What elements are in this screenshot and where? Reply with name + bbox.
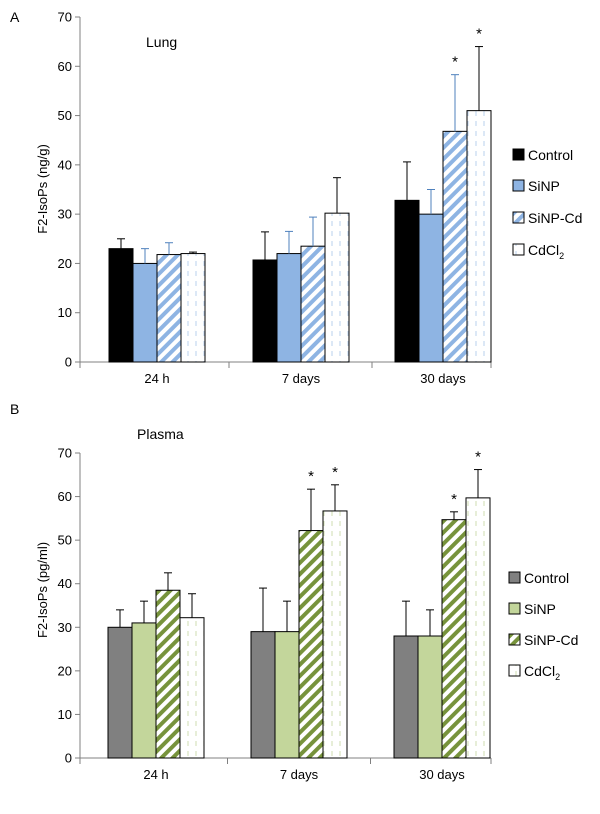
x-category-label: 30 days — [420, 371, 466, 386]
significance-marker: * — [452, 54, 458, 71]
legend-label: Control — [524, 570, 569, 586]
bar-sinp-cd-2 — [441, 519, 467, 759]
panel-b-inset-label: Plasma — [137, 426, 184, 442]
significance-marker: * — [451, 491, 457, 508]
panel-a-y-axis-label: F2-IsoPs (ng/g) — [35, 144, 50, 234]
x-category-label: 30 days — [419, 767, 465, 782]
y-tick-label: 20 — [58, 663, 72, 678]
legend-swatch — [508, 633, 521, 646]
significance-marker: * — [332, 464, 338, 481]
panel-b: B Plasma F2-IsoPs (pg/ml) 0 10 20 30 40 50 60 7… — [10, 401, 578, 782]
y-tick-label: 50 — [58, 533, 72, 548]
bar-control-2 — [394, 199, 420, 363]
bar-sinp-1 — [274, 631, 300, 759]
legend-label: Control — [528, 147, 573, 163]
significance-marker: * — [308, 468, 314, 485]
bar-cdcl-1 — [322, 510, 348, 759]
legend-label: SiNP-Cd — [528, 210, 582, 226]
legend-swatch — [508, 602, 521, 615]
y-tick-label: 10 — [58, 707, 72, 722]
bar-sinp-cd-0 — [155, 589, 181, 759]
panel-a-inset-label: Lung — [146, 34, 177, 50]
y-tick-label: 10 — [58, 305, 72, 320]
legend-swatch — [508, 664, 521, 677]
bar-cdcl-0 — [180, 253, 206, 363]
y-tick-label: 40 — [58, 576, 72, 591]
bar-control-0 — [107, 626, 133, 759]
y-tick-label: 0 — [65, 355, 72, 370]
panel-b-y-axis-label: F2-IsoPs (pg/ml) — [35, 542, 50, 638]
y-tick-label: 30 — [58, 207, 72, 222]
bar-cdcl-2 — [465, 497, 491, 759]
bar-sinp-2 — [417, 635, 443, 759]
x-category-label: 24 h — [144, 371, 169, 386]
bar-control-2 — [393, 635, 419, 759]
x-category-label: 7 days — [280, 767, 319, 782]
legend-swatch — [512, 243, 525, 256]
legend-label: SiNP — [528, 178, 560, 194]
y-tick-label: 0 — [65, 751, 72, 766]
y-tick-label: 20 — [58, 256, 72, 271]
legend-label: CdCl2 — [524, 663, 560, 682]
bar-sinp-0 — [131, 622, 157, 759]
legend-label: SiNP — [524, 601, 556, 617]
panel-b-letter: B — [10, 401, 19, 417]
y-tick-label: 50 — [58, 108, 72, 123]
bar-cdcl-2 — [466, 110, 492, 363]
y-tick-label: 30 — [58, 620, 72, 635]
bar-sinp-cd-2 — [442, 130, 468, 363]
significance-marker: * — [475, 449, 481, 466]
legend-swatch — [512, 179, 525, 192]
bar-cdcl-1 — [324, 212, 350, 363]
y-tick-label: 70 — [58, 10, 72, 25]
x-category-label: 24 h — [143, 767, 168, 782]
bar-cdcl-0 — [179, 617, 205, 759]
bar-control-0 — [108, 248, 134, 363]
bar-control-1 — [252, 259, 278, 363]
legend-label: SiNP-Cd — [524, 632, 578, 648]
legend-swatch — [512, 148, 525, 161]
bar-sinp-cd-0 — [156, 254, 182, 363]
legend-swatch — [512, 211, 525, 224]
bar-control-1 — [250, 631, 276, 759]
y-tick-label: 60 — [58, 59, 72, 74]
panel-a-letter: A — [10, 9, 20, 25]
significance-marker: * — [476, 26, 482, 43]
bar-sinp-0 — [132, 262, 158, 363]
legend-label: CdCl2 — [528, 242, 564, 261]
bar-sinp-1 — [276, 253, 302, 363]
panel-a: A Lung F2-IsoPs (ng/g) 0 10 20 30 40 50 60 70 24… — [10, 9, 582, 386]
x-category-label: 7 days — [282, 371, 321, 386]
y-tick-label: 40 — [58, 157, 72, 172]
bar-sinp-cd-1 — [300, 245, 326, 363]
legend-swatch — [508, 571, 521, 584]
bar-sinp-2 — [418, 213, 444, 363]
y-tick-label: 70 — [58, 446, 72, 461]
bar-sinp-cd-1 — [298, 530, 324, 759]
y-tick-label: 60 — [58, 489, 72, 504]
